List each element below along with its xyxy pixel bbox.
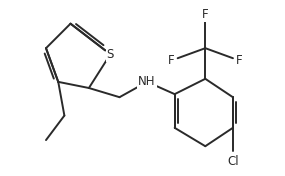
Text: F: F bbox=[202, 8, 209, 21]
Text: F: F bbox=[168, 54, 175, 67]
Text: F: F bbox=[236, 54, 242, 67]
Text: Cl: Cl bbox=[227, 155, 239, 168]
Text: NH: NH bbox=[138, 75, 156, 88]
Text: S: S bbox=[107, 48, 114, 61]
